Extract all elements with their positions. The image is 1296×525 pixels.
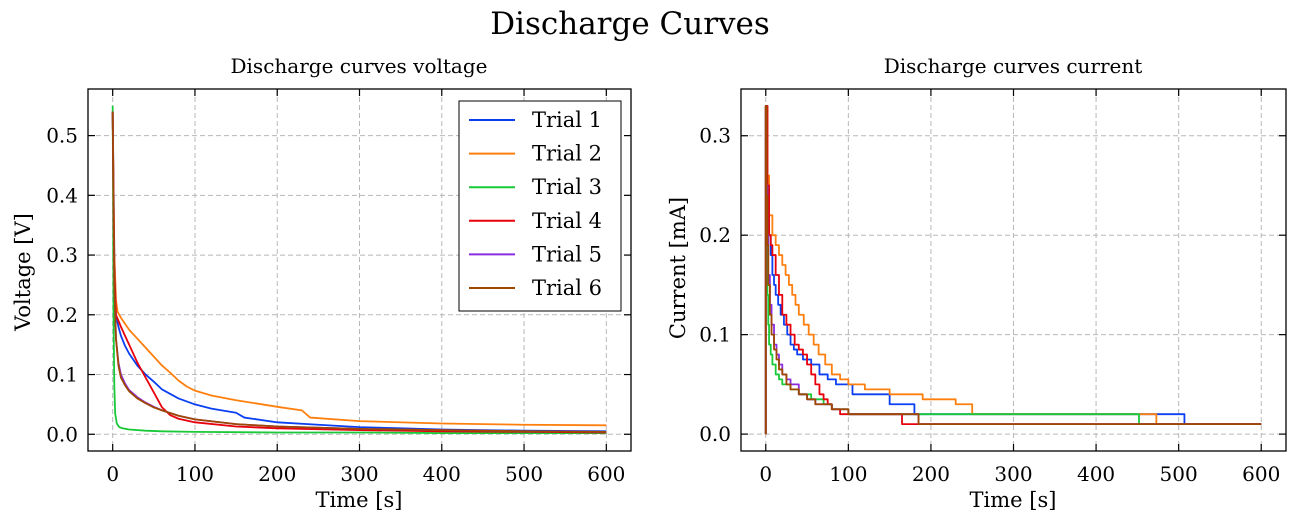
current-y-tick-label: 0.2 bbox=[699, 223, 731, 247]
voltage-series-line-trial-6 bbox=[111, 111, 607, 433]
legend-label-trial-5: Trial 5 bbox=[532, 242, 602, 266]
current-chart-panel: Discharge curves current Time [s] Curren… bbox=[666, 54, 1287, 512]
current-y-tick-label: 0.1 bbox=[699, 323, 731, 347]
current-x-tick-label: 200 bbox=[912, 462, 950, 486]
voltage-series-line-trial-4 bbox=[111, 111, 607, 434]
current-y-tick-label: 0.3 bbox=[699, 124, 731, 148]
current-x-axis-label: Time [s] bbox=[970, 488, 1057, 512]
legend-label-trial-6: Trial 6 bbox=[532, 276, 602, 300]
current-x-tick-label: 500 bbox=[1160, 462, 1198, 486]
voltage-y-tick-label: 0.3 bbox=[46, 243, 78, 267]
current-x-tick-label: 100 bbox=[829, 462, 867, 486]
current-y-tick-label: 0.0 bbox=[699, 422, 731, 446]
voltage-y-axis-label: Voltage [V] bbox=[11, 213, 35, 332]
legend-label-trial-2: Trial 2 bbox=[532, 142, 602, 166]
voltage-x-axis-label: Time [s] bbox=[316, 488, 403, 512]
legend-frame bbox=[458, 100, 622, 312]
voltage-y-tick-label: 0.0 bbox=[46, 422, 78, 446]
voltage-x-tick-label: 100 bbox=[176, 462, 214, 486]
voltage-y-tick-label: 0.4 bbox=[46, 183, 78, 207]
legend-label-trial-4: Trial 4 bbox=[532, 209, 602, 233]
voltage-series-group bbox=[111, 105, 607, 434]
figure-title: Discharge Curves bbox=[490, 6, 770, 42]
voltage-y-tick-label: 0.5 bbox=[46, 124, 78, 148]
current-x-tick-label: 0 bbox=[759, 462, 772, 486]
current-series-group bbox=[764, 105, 1262, 435]
current-x-tick-label: 600 bbox=[1242, 462, 1280, 486]
voltage-x-tick-label: 200 bbox=[258, 462, 296, 486]
current-grid bbox=[741, 89, 1286, 451]
voltage-x-tick-label: 600 bbox=[587, 462, 625, 486]
voltage-x-tick-label: 0 bbox=[106, 462, 119, 486]
current-chart-title: Discharge curves current bbox=[884, 54, 1143, 78]
legend-label-trial-1: Trial 1 bbox=[532, 108, 602, 132]
voltage-chart-panel: Discharge curves voltage Time [s] Voltag… bbox=[11, 54, 632, 512]
voltage-series-line-trial-3 bbox=[111, 105, 607, 434]
voltage-x-tick-label: 400 bbox=[423, 462, 461, 486]
voltage-x-tick-label: 300 bbox=[340, 462, 378, 486]
legend-label-trial-3: Trial 3 bbox=[532, 175, 602, 199]
voltage-chart-title: Discharge curves voltage bbox=[231, 54, 488, 78]
voltage-series-line-trial-2 bbox=[111, 111, 607, 427]
current-x-tick-label: 400 bbox=[1077, 462, 1115, 486]
current-series-line-trial-6 bbox=[764, 105, 1262, 435]
current-series-line-trial-1 bbox=[764, 105, 1262, 435]
current-y-axis-label: Current [mA] bbox=[666, 197, 690, 339]
voltage-y-tick-label: 0.1 bbox=[46, 363, 78, 387]
current-x-tick-label: 300 bbox=[994, 462, 1032, 486]
current-series-line-trial-2 bbox=[764, 105, 1262, 435]
voltage-y-tick-label: 0.2 bbox=[46, 303, 78, 327]
voltage-legend: Trial 1 Trial 2 Trial 3 Trial 4 Trial 5 Trial… bbox=[458, 100, 622, 312]
voltage-series-line-trial-1 bbox=[111, 111, 607, 433]
voltage-x-tick-label: 500 bbox=[505, 462, 543, 486]
